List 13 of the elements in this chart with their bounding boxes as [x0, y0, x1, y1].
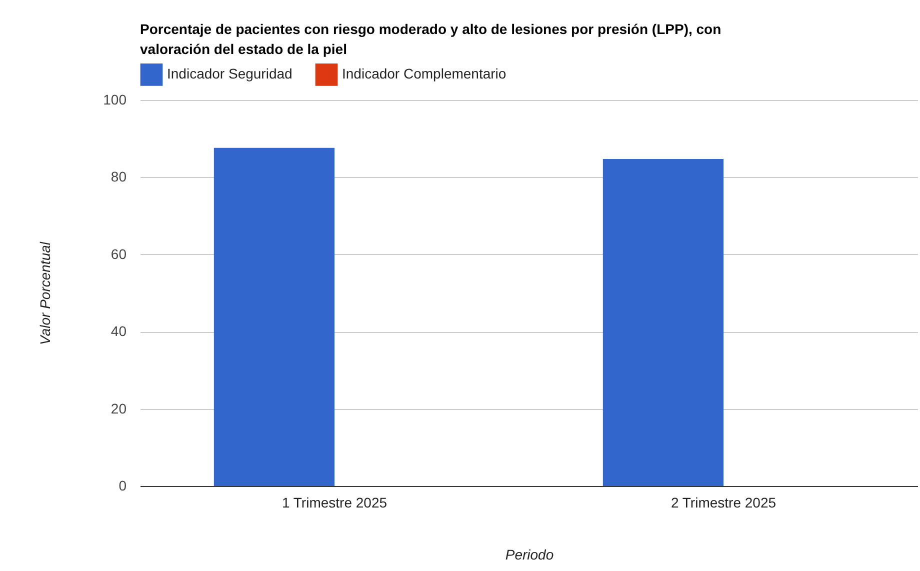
- y-tick-label: 100: [103, 92, 127, 108]
- y-tick-label: 40: [110, 323, 127, 340]
- x-tick-label: 2 Trimestre 2025: [670, 494, 776, 510]
- y-tick-label: 20: [110, 400, 127, 416]
- legend-label: Indicador Complementario: [342, 66, 506, 82]
- y-tick-label: 80: [110, 168, 127, 185]
- y-axis-title: Valor Porcentual: [37, 241, 54, 345]
- y-tick-label: 0: [118, 478, 127, 494]
- legend-label: Indicador Seguridad: [167, 66, 292, 82]
- chart-title: Porcentaje de pacientes con riesgo moderado y alto de lesiones por presión (LPP), con valoración del estado de la piel: [140, 21, 722, 57]
- x-axis-title: Periodo: [505, 546, 554, 562]
- x-tick-label: 1 Trimestre 2025: [282, 494, 388, 510]
- y-tick-label: 60: [110, 246, 127, 262]
